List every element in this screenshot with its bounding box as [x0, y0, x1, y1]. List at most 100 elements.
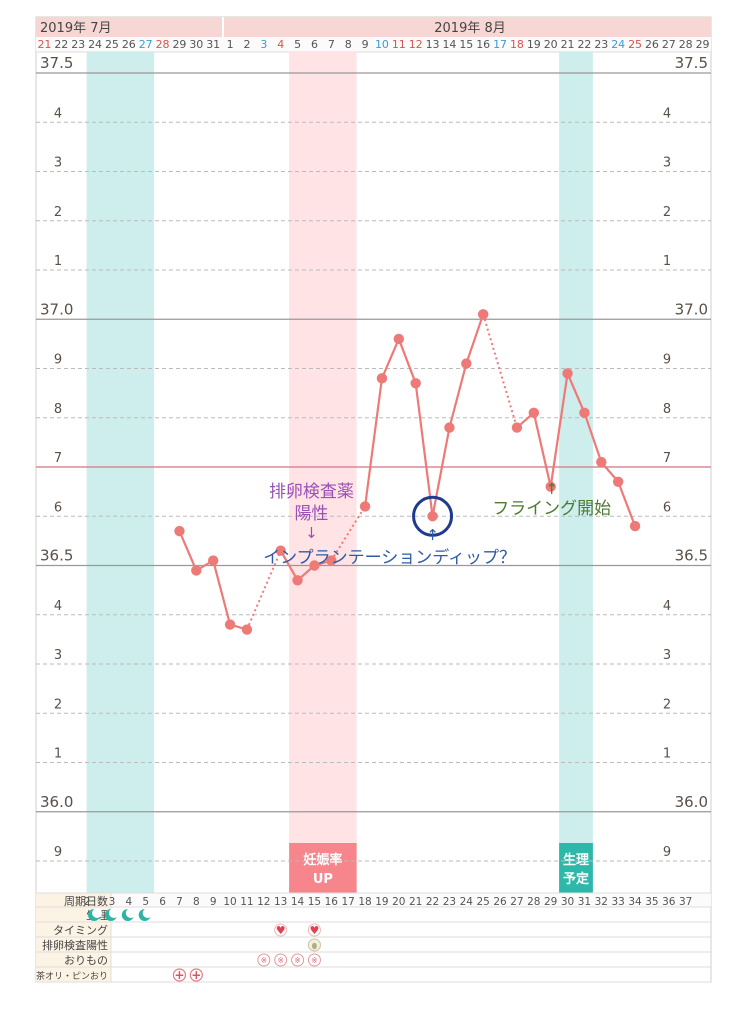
- y-label-right: 9: [663, 353, 671, 368]
- y-label-right: 4: [663, 599, 671, 614]
- y-label-left: 7: [54, 451, 62, 466]
- data-point: [309, 560, 320, 571]
- cycle-day: 2: [84, 896, 91, 908]
- brown-discharge-icon: [189, 968, 203, 982]
- date-label: 7: [328, 38, 335, 51]
- period-moon-cutout: [108, 908, 119, 918]
- date-label: 15: [459, 38, 473, 51]
- y-label-right: 3: [663, 156, 671, 171]
- series-segment: [246, 550, 282, 630]
- series-segment: [279, 550, 299, 581]
- band-label-line: 予定: [563, 871, 589, 887]
- highlight-circle: [412, 495, 454, 537]
- series-segment: [465, 313, 485, 364]
- y-label-left: 2: [54, 205, 62, 220]
- y-label-left: 4: [54, 599, 62, 614]
- band-label-box: [289, 843, 357, 893]
- annotation-ovulation-line2: 陽性: [294, 504, 328, 524]
- cycle-day: 7: [176, 896, 183, 908]
- data-point: [410, 378, 421, 389]
- timing-heart-bg: [307, 923, 321, 937]
- period-moon-icon: [121, 908, 136, 921]
- data-point: [629, 520, 641, 532]
- y-label-left: 1: [54, 747, 62, 762]
- date-label: 25: [628, 38, 642, 51]
- timing-heart-bg: [274, 923, 288, 937]
- date-label: 26: [645, 38, 659, 51]
- y-label-right: 6: [663, 500, 671, 515]
- discharge-icon-mark: ※: [277, 956, 284, 965]
- y-label-left: 37.5: [40, 54, 73, 72]
- y-label-left: 1: [54, 254, 62, 269]
- shaded-band: [559, 52, 593, 893]
- y-label-right: 36.5: [675, 547, 708, 565]
- date-label: 27: [662, 38, 676, 51]
- date-label: 14: [442, 38, 456, 51]
- series-segment: [414, 383, 434, 517]
- date-label: 31: [206, 38, 220, 51]
- data-point: [326, 555, 337, 566]
- date-label: 3: [260, 38, 267, 51]
- date-label: 4: [277, 38, 284, 51]
- date-label: 2: [243, 38, 250, 51]
- date-header-row: [36, 37, 711, 52]
- data-point: [359, 501, 371, 512]
- date-label: 21: [37, 38, 51, 51]
- cycle-day: 14: [291, 896, 305, 908]
- date-label: 26: [122, 38, 136, 51]
- date-label: 27: [139, 38, 153, 51]
- date-label: 24: [611, 38, 625, 51]
- data-point: [545, 481, 556, 492]
- month-label-august: 2019年 8月: [434, 21, 506, 36]
- y-label-right: 7: [663, 451, 671, 466]
- cycle-day: 32: [595, 896, 608, 908]
- cycle-days-row: [111, 893, 711, 907]
- cycle-day: 25: [477, 896, 490, 908]
- series-segment: [566, 372, 586, 414]
- date-label: 21: [561, 38, 575, 51]
- data-point: [393, 333, 405, 345]
- date-label: 25: [105, 38, 119, 51]
- band-label-line: 生理: [563, 852, 589, 868]
- y-label-right: 2: [663, 205, 671, 220]
- cycle-day: 8: [193, 896, 200, 908]
- cycle-day: 34: [628, 896, 642, 908]
- period-moon-icon: [88, 908, 103, 921]
- series-segment: [363, 378, 384, 507]
- data-point: [427, 511, 438, 522]
- band-label-box: [559, 843, 593, 893]
- cycle-day: 16: [325, 896, 339, 908]
- annotation-flying-text: フライング開始: [492, 499, 611, 519]
- date-label: 20: [544, 38, 558, 51]
- date-label: 23: [594, 38, 608, 51]
- discharge-icon: [291, 953, 305, 967]
- data-point: [444, 422, 455, 433]
- annotation-implantation-text: インプランテーションディップ？: [263, 547, 516, 568]
- table-row-label: タイミング: [53, 923, 108, 937]
- discharge-icon-mark: ※: [260, 956, 267, 965]
- data-point: [292, 575, 303, 586]
- cycle-day: 21: [409, 896, 422, 908]
- brown-discharge-plus: +: [191, 968, 201, 982]
- ovulation-positive-icon: [311, 942, 317, 950]
- cycle-day: 18: [358, 896, 371, 908]
- data-point: [477, 309, 489, 320]
- cycle-day: 28: [527, 896, 540, 908]
- table-row-label: 茶オリ・ピンおり: [36, 970, 108, 982]
- data-point: [376, 373, 388, 384]
- month-header-august: [223, 17, 711, 37]
- period-moon-cutout: [92, 908, 103, 918]
- cycle-day: 12: [257, 896, 270, 908]
- data-point: [612, 476, 624, 487]
- cycle-day: 20: [392, 896, 405, 908]
- discharge-icon: [257, 953, 271, 967]
- series-segment: [532, 412, 552, 487]
- date-label: 17: [493, 38, 507, 51]
- shaded-band: [86, 52, 155, 893]
- cycle-day: 11: [240, 896, 253, 908]
- period-moon-icon: [104, 908, 119, 921]
- y-label-left: 9: [54, 845, 62, 860]
- data-point: [241, 624, 253, 635]
- table-row-label: おりもの: [64, 954, 108, 967]
- cycle-day: 27: [510, 896, 523, 908]
